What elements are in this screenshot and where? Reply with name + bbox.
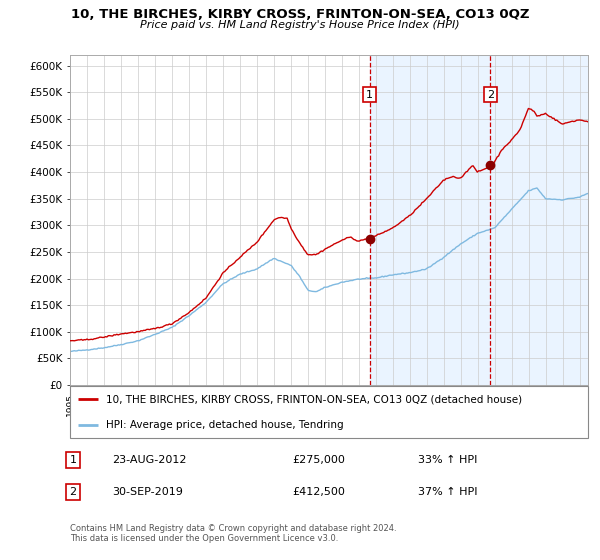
Text: 37% ↑ HPI: 37% ↑ HPI (418, 487, 478, 497)
Text: 2: 2 (70, 487, 77, 497)
Text: Contains HM Land Registry data © Crown copyright and database right 2024.
This d: Contains HM Land Registry data © Crown c… (70, 524, 397, 543)
Text: HPI: Average price, detached house, Tendring: HPI: Average price, detached house, Tend… (106, 420, 344, 430)
Text: 1: 1 (366, 90, 373, 100)
Text: £275,000: £275,000 (292, 455, 345, 465)
Text: Price paid vs. HM Land Registry's House Price Index (HPI): Price paid vs. HM Land Registry's House … (140, 20, 460, 30)
Bar (370, 55, 600, 385)
Text: 23-AUG-2012: 23-AUG-2012 (112, 455, 187, 465)
Text: 33% ↑ HPI: 33% ↑ HPI (418, 455, 478, 465)
Text: 30-SEP-2019: 30-SEP-2019 (112, 487, 183, 497)
Text: 1: 1 (70, 455, 77, 465)
Text: 2: 2 (487, 90, 494, 100)
Text: £412,500: £412,500 (292, 487, 345, 497)
Text: 10, THE BIRCHES, KIRBY CROSS, FRINTON-ON-SEA, CO13 0QZ: 10, THE BIRCHES, KIRBY CROSS, FRINTON-ON… (71, 8, 529, 21)
Text: 10, THE BIRCHES, KIRBY CROSS, FRINTON-ON-SEA, CO13 0QZ (detached house): 10, THE BIRCHES, KIRBY CROSS, FRINTON-ON… (106, 394, 523, 404)
